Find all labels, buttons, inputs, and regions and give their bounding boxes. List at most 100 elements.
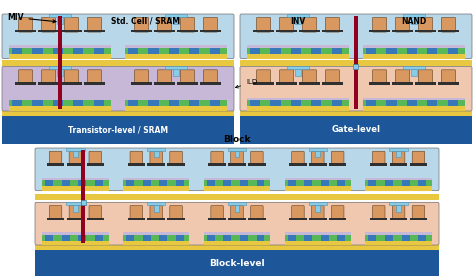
Bar [53,100,63,106]
Bar [240,116,472,144]
Bar [438,83,458,85]
Bar [126,235,134,240]
Bar [407,100,417,106]
FancyBboxPatch shape [279,18,293,32]
Bar [309,202,327,205]
Bar [365,178,432,181]
Bar [390,218,407,220]
Text: Gate-level: Gate-level [331,126,381,134]
Bar [411,69,417,76]
Bar [309,148,327,151]
Bar [240,59,472,66]
Bar [337,235,345,240]
FancyBboxPatch shape [292,151,304,165]
Bar [204,186,270,191]
Bar [87,218,104,220]
Bar [95,235,103,240]
Bar [363,98,465,100]
Bar [155,30,174,32]
Bar [42,181,109,186]
Bar [370,163,387,166]
Bar [12,48,22,54]
FancyBboxPatch shape [150,206,163,220]
Bar [418,235,426,240]
Bar [389,202,408,205]
FancyBboxPatch shape [325,70,339,85]
Bar [396,205,401,212]
Bar [67,218,84,220]
Text: NAND: NAND [401,17,427,26]
Bar [415,83,436,85]
Bar [165,14,187,17]
FancyBboxPatch shape [35,202,439,245]
FancyBboxPatch shape [135,18,149,32]
Bar [42,186,109,191]
Bar [438,30,458,32]
Bar [9,106,111,111]
Bar [147,202,165,205]
Bar [223,235,231,240]
FancyBboxPatch shape [49,151,62,165]
FancyBboxPatch shape [89,206,101,220]
Bar [389,148,408,151]
FancyBboxPatch shape [35,148,439,191]
Bar [154,151,158,157]
Bar [61,30,82,32]
Bar [78,181,86,186]
FancyBboxPatch shape [2,66,234,111]
FancyBboxPatch shape [256,70,271,85]
FancyBboxPatch shape [69,206,82,220]
Bar [415,30,436,32]
Bar [309,218,327,220]
Bar [45,181,53,186]
FancyBboxPatch shape [18,18,33,32]
Bar [363,48,465,54]
Bar [147,163,165,166]
FancyBboxPatch shape [69,151,82,165]
Bar [125,100,227,106]
Bar [256,181,264,186]
Bar [247,45,349,48]
Bar [95,181,103,186]
Bar [370,218,387,220]
Bar [2,111,234,116]
FancyBboxPatch shape [181,70,195,85]
Bar [177,30,198,32]
FancyBboxPatch shape [373,18,387,32]
FancyBboxPatch shape [157,18,172,32]
Bar [337,181,345,186]
Text: INV: INV [291,17,306,26]
Bar [369,30,390,32]
Bar [9,100,111,106]
Bar [66,148,85,151]
FancyBboxPatch shape [412,151,425,165]
Bar [9,54,111,59]
Bar [165,66,187,69]
Bar [368,235,376,240]
Bar [392,83,413,85]
Bar [57,17,63,24]
Bar [287,14,309,17]
Bar [123,240,189,245]
FancyBboxPatch shape [392,151,405,165]
Bar [42,232,109,235]
Bar [365,235,432,240]
Bar [123,232,189,235]
FancyBboxPatch shape [325,18,339,32]
Bar [73,151,78,157]
FancyBboxPatch shape [292,206,304,220]
Bar [16,83,36,85]
Bar [176,181,184,186]
Bar [32,100,43,106]
FancyBboxPatch shape [311,206,324,220]
Bar [204,232,270,235]
Bar [204,178,270,181]
Bar [322,30,343,32]
Bar [47,163,64,166]
Bar [125,98,227,100]
Bar [410,218,427,220]
Bar [38,83,59,85]
Bar [285,240,351,245]
Bar [427,100,438,106]
Bar [401,235,410,240]
